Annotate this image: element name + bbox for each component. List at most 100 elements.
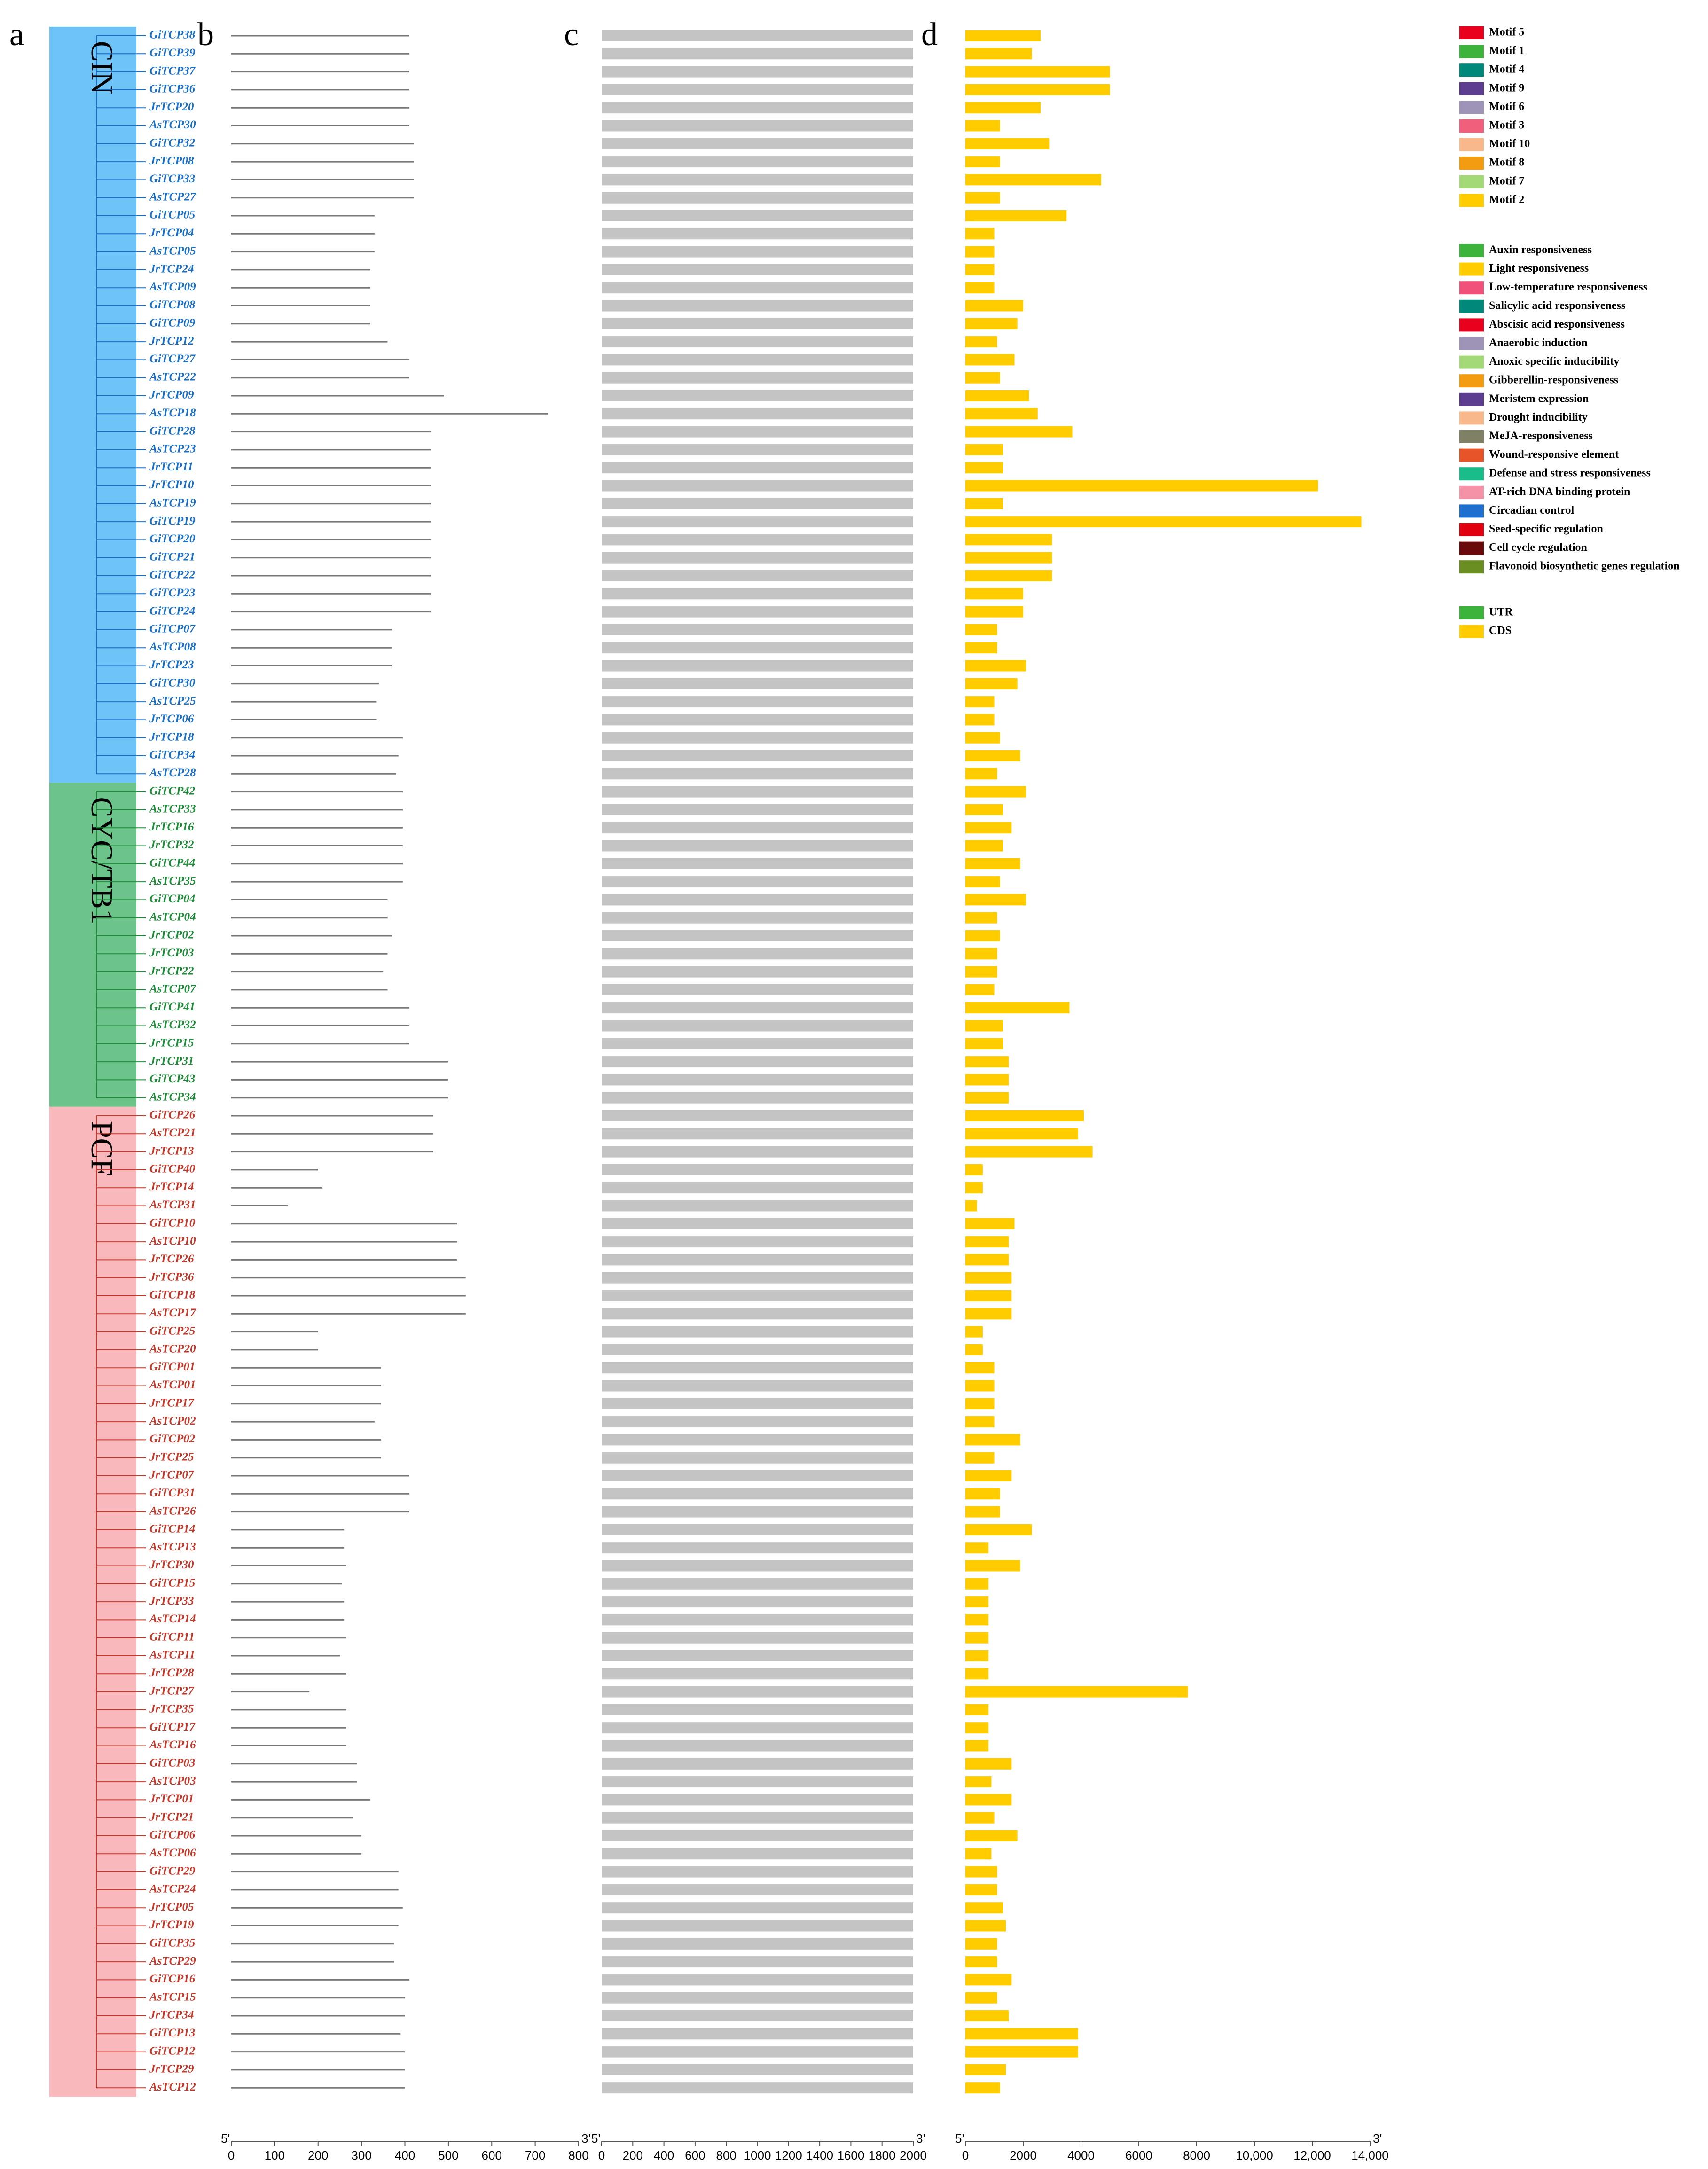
gene-bar: [965, 1542, 989, 1554]
gene-name: JrTCP28: [149, 1667, 194, 1679]
promoter-bar: [602, 30, 913, 41]
legend-label: Motif 6: [1489, 101, 1524, 113]
legend-label: UTR: [1489, 606, 1513, 619]
promoter-bar: [602, 1740, 913, 1752]
gene-bar: [965, 642, 997, 654]
gene-bar: [965, 2082, 1000, 2094]
promoter-bar: [602, 300, 913, 312]
gene-bar: [965, 1182, 983, 1194]
gene-bar: [965, 1794, 1012, 1806]
gene-bar: [965, 1920, 1006, 1932]
gene-name: GiTCP07: [149, 623, 196, 635]
legend-label: Motif 5: [1489, 26, 1524, 39]
legend-swatch: [1459, 175, 1484, 188]
gene-name: GiTCP11: [149, 1630, 195, 1643]
gene-name: AsTCP07: [149, 983, 196, 995]
legend-swatch: [1459, 504, 1484, 518]
promoter-bar: [602, 984, 913, 995]
gene-name: JrTCP18: [149, 730, 194, 743]
gene-bar: [965, 408, 1038, 420]
legend-label: Motif 3: [1489, 119, 1524, 132]
gene-name: GiTCP09: [149, 317, 196, 329]
gene-bar: [965, 354, 1015, 366]
tick-label: 1400: [806, 2148, 833, 2162]
gene-name: JrTCP30: [149, 1558, 194, 1571]
promoter-bar: [602, 264, 913, 275]
gene-name: JrTCP29: [149, 2063, 194, 2075]
tick-label: 10,000: [1236, 2148, 1273, 2162]
promoter-bar: [602, 1884, 913, 1895]
panel-letter: a: [9, 16, 24, 53]
promoter-bar: [602, 1200, 913, 1212]
legend-label: Anaerobic induction: [1489, 337, 1588, 349]
legend-swatch: [1459, 82, 1484, 95]
promoter-bar: [602, 714, 913, 726]
promoter-bar: [602, 1308, 913, 1320]
gene-name: AsTCP15: [149, 1990, 196, 2003]
promoter-bar: [602, 2028, 913, 2040]
gene-name: JrTCP34: [149, 2009, 194, 2021]
axis-end: 3': [916, 2131, 925, 2146]
legend-label: MeJA-responsiveness: [1489, 430, 1593, 442]
promoter-bar: [602, 1074, 913, 1086]
gene-name: GiTCP13: [149, 2027, 195, 2039]
panel-letter: b: [197, 16, 214, 53]
gene-bar: [965, 480, 1318, 492]
promoter-bar: [602, 1632, 913, 1644]
promoter-bar: [602, 102, 913, 114]
gene-bar: [965, 714, 995, 726]
gene-bar: [965, 1488, 1000, 1500]
legend-label: Motif 4: [1489, 63, 1524, 76]
gene-bar: [965, 426, 1073, 438]
gene-bar: [965, 1524, 1032, 1535]
gene-name: JrTCP11: [149, 461, 193, 473]
promoter-bar: [602, 570, 913, 581]
legend-swatch: [1459, 560, 1484, 574]
gene-name: JrTCP27: [149, 1684, 195, 1697]
promoter-bar: [602, 894, 913, 906]
legend-swatch: [1459, 392, 1484, 406]
gene-bar: [965, 102, 1041, 114]
legend-swatch: [1459, 45, 1484, 58]
gene-name: GiTCP23: [149, 587, 195, 599]
gene-name: JrTCP36: [149, 1270, 194, 1283]
promoter-bar: [602, 804, 913, 815]
gene-name: GiTCP21: [149, 550, 195, 563]
gene-name: GiTCP34: [149, 749, 195, 761]
gene-bar: [965, 1848, 992, 1860]
gene-bar: [965, 84, 1110, 95]
legend-swatch: [1459, 63, 1484, 77]
gene-bar: [965, 1362, 995, 1374]
gene-bar: [965, 570, 1052, 581]
promoter-bar: [602, 966, 913, 978]
gene-name: GiTCP25: [149, 1324, 195, 1337]
gene-name: AsTCP01: [149, 1378, 196, 1391]
gene-name: GiTCP39: [149, 47, 196, 59]
gene-bar: [965, 1704, 989, 1715]
promoter-bar: [602, 606, 913, 618]
gene-bar: [965, 1470, 1012, 1481]
tick-label: 500: [438, 2148, 458, 2162]
gene-name: GiTCP17: [149, 1721, 196, 1733]
gene-bar: [965, 1128, 1078, 1140]
gene-bar: [965, 1974, 1012, 1986]
promoter-bar: [602, 696, 913, 708]
gene-name: GiTCP05: [149, 209, 195, 221]
tick-label: 400: [395, 2148, 415, 2162]
gene-bar: [965, 1650, 989, 1661]
gene-name: AsTCP04: [149, 910, 196, 923]
gene-bar: [965, 1740, 989, 1752]
promoter-bar: [602, 1848, 913, 1860]
promoter-bar: [602, 1344, 913, 1355]
gene-name: AsTCP14: [149, 1613, 196, 1625]
promoter-bar: [602, 840, 913, 852]
promoter-bar: [602, 660, 913, 672]
legend-swatch: [1459, 625, 1484, 638]
legend-swatch: [1459, 157, 1484, 170]
gene-bar: [965, 516, 1362, 528]
gene-bar: [965, 840, 1003, 852]
tick-label: 1800: [869, 2148, 896, 2162]
legend-label: Seed-specific regulation: [1489, 523, 1603, 535]
gene-bar: [965, 696, 995, 708]
gene-bar: [965, 858, 1020, 869]
